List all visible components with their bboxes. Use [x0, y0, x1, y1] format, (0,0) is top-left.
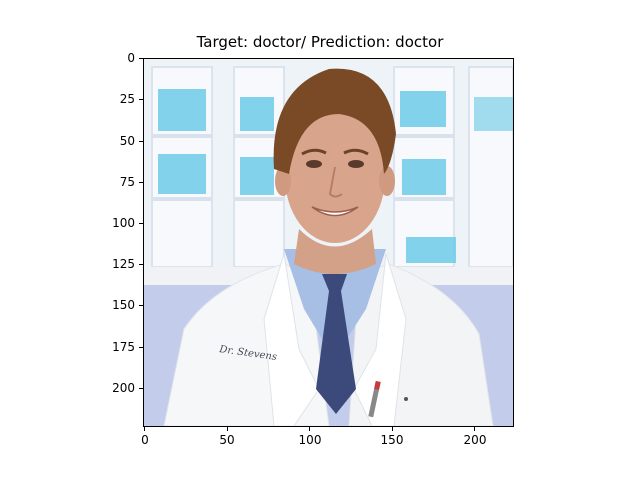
x-tick-label: 200: [463, 433, 487, 447]
x-tick-mark: [227, 427, 228, 431]
doctor-photo: Dr. Stevens: [144, 59, 513, 426]
x-tick-mark: [309, 427, 310, 431]
y-tick-mark: [139, 182, 143, 183]
y-tick-label: 50: [119, 134, 135, 148]
y-tick-label: 100: [112, 216, 135, 230]
x-tick-mark: [474, 427, 475, 431]
y-tick-mark: [139, 141, 143, 142]
x-tick-label: 100: [298, 433, 322, 447]
y-tick-label: 200: [112, 381, 135, 395]
y-tick-mark: [139, 264, 143, 265]
y-tick-label: 175: [112, 340, 135, 354]
y-tick-label: 125: [112, 257, 135, 271]
figure-title: Target: doctor/ Prediction: doctor: [196, 33, 444, 51]
x-tick-label: 150: [380, 433, 404, 447]
y-tick-label: 75: [119, 175, 135, 189]
y-tick-mark: [139, 99, 143, 100]
y-tick-mark: [139, 347, 143, 348]
image-axes: Dr. Stevens: [143, 58, 514, 427]
y-tick-mark: [139, 223, 143, 224]
y-tick-mark: [139, 305, 143, 306]
y-tick-label: 150: [112, 298, 135, 312]
y-tick-mark: [139, 388, 143, 389]
x-tick-label: 0: [141, 433, 149, 447]
y-tick-mark: [139, 58, 143, 59]
y-tick-label: 25: [119, 92, 135, 106]
y-tick-label: 0: [127, 51, 135, 65]
x-tick-mark: [392, 427, 393, 431]
x-tick-label: 50: [219, 433, 235, 447]
x-tick-mark: [144, 427, 145, 431]
